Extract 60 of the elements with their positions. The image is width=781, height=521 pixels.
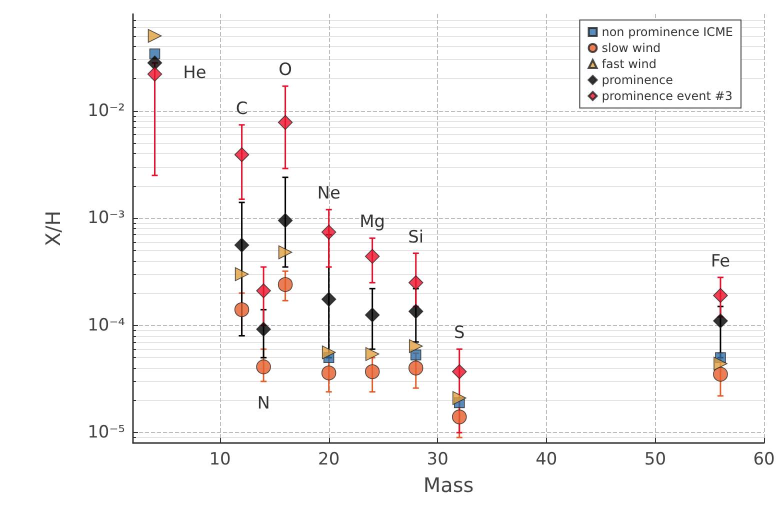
point [364,248,380,264]
point [452,391,466,405]
x-tick-label: 10 [209,450,231,470]
point [713,366,728,382]
point [408,339,423,354]
y-tick-label: 10⁻² [88,100,125,121]
point [256,283,271,298]
point [713,314,728,328]
point [147,56,162,70]
point [364,308,380,322]
point [234,147,250,162]
annotation: C [236,98,248,119]
legend-label: prominence [602,73,673,87]
annotation: Ne [317,184,340,204]
point [410,350,422,360]
x-tick-label: 30 [426,450,448,470]
annotation: O [278,60,292,80]
legend-label: non prominence ICME [602,25,734,39]
point [365,347,380,361]
y-tick-label: 10⁻³ [88,208,125,228]
annotation: Fe [710,251,730,272]
point [278,213,293,228]
x-tick-label: 60 [753,450,775,470]
point [321,224,336,240]
point [364,364,380,380]
point [408,275,424,290]
point [408,360,424,376]
point [321,292,336,307]
x-tick-label: 40 [536,450,558,470]
point [322,345,336,360]
point [321,366,336,380]
y-tick-label: 10⁻⁵ [88,422,125,443]
point [278,277,293,292]
point [256,322,271,337]
y-tick-label: 10⁻⁴ [88,315,126,336]
point [234,267,249,282]
annotation: S [454,323,465,344]
legend-label: fast wind [602,57,656,71]
x-axis-title: Mass [423,473,474,497]
point [256,359,271,374]
annotation: N [257,393,270,414]
point [147,66,162,82]
legend-label: prominence event #3 [602,89,732,103]
annotation: Mg [360,212,386,232]
point [278,115,293,130]
point [452,410,467,424]
point [234,238,250,253]
point [148,28,162,43]
point [713,288,728,303]
point [714,356,728,370]
x-tick-label: 50 [644,450,666,470]
point [278,245,292,260]
y-axis-title: X/H [41,210,65,246]
x-tick-label: 20 [318,450,340,470]
annotation: Si [408,227,424,248]
point [234,302,250,318]
annotation: He [183,62,206,83]
point [408,304,424,319]
legend-label: slow wind [602,41,661,55]
point [452,364,467,380]
